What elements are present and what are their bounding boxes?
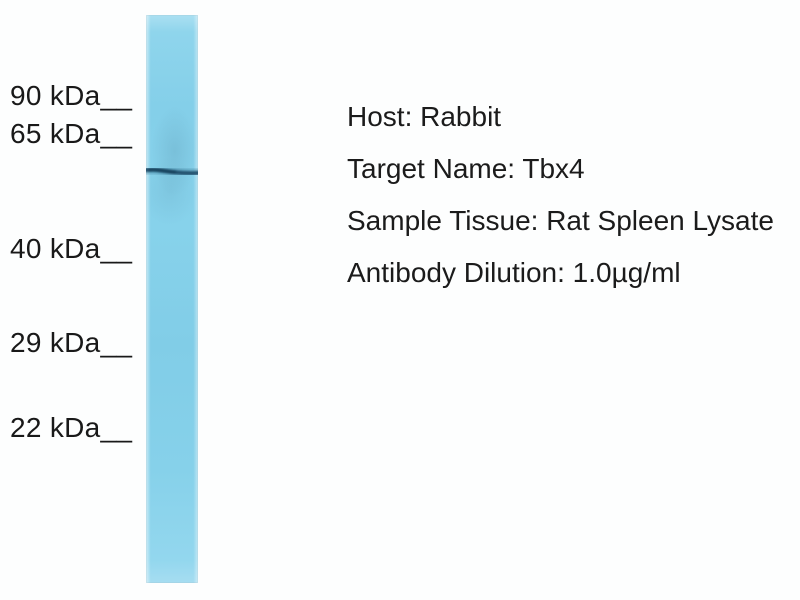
annotation-target-name: Target Name: Tbx4 xyxy=(347,153,585,184)
marker-90kda-label: 90 kDa__ xyxy=(10,80,133,111)
marker-40kda-label: 40 kDa__ xyxy=(10,233,133,264)
protein-band xyxy=(146,165,198,178)
annotation-block: Host: Rabbit Target Name: Tbx4 Sample Ti… xyxy=(347,91,800,299)
annotation-host: Host: Rabbit xyxy=(347,101,502,132)
marker-65kda-label: 65 kDa__ xyxy=(10,118,133,149)
blot-lane xyxy=(146,15,198,583)
annotation-antibody-dilution: Antibody Dilution: 1.0µg/ml xyxy=(347,257,681,288)
marker-29kda-label: 29 kDa__ xyxy=(10,327,133,358)
marker-22kda-label: 22 kDa__ xyxy=(10,412,133,443)
annotation-sample-tissue: Sample Tissue: Rat Spleen Lysate xyxy=(347,205,774,236)
